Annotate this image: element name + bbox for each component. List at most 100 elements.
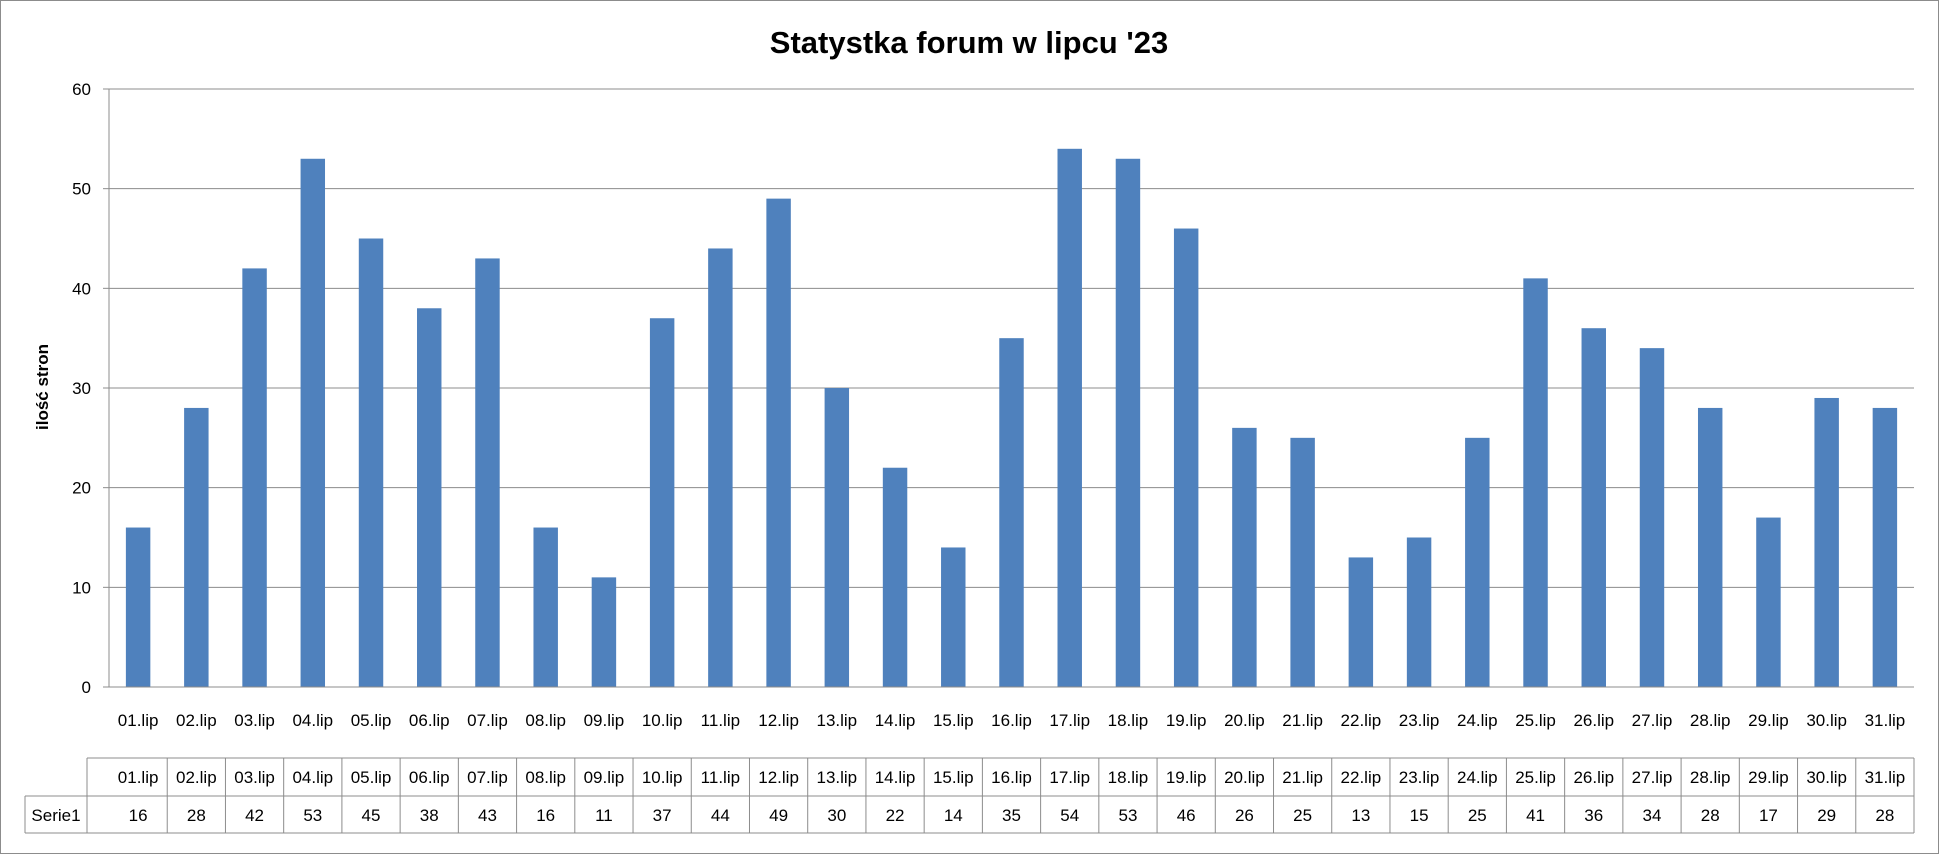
table-header-cell: 05.lip	[351, 768, 392, 787]
table-value-cell: 28	[187, 806, 206, 825]
x-category-label: 09.lip	[584, 711, 625, 730]
x-category-label: 19.lip	[1166, 711, 1207, 730]
x-category-label: 06.lip	[409, 711, 450, 730]
bar	[1290, 437, 1315, 687]
bar	[125, 527, 151, 687]
table-value-cell: 42	[245, 806, 264, 825]
bar	[649, 318, 675, 687]
x-category-label: 30.lip	[1806, 711, 1847, 730]
x-category-label: 29.lip	[1748, 711, 1789, 730]
x-category-label: 04.lip	[292, 711, 333, 730]
table-header-cell: 31.lip	[1865, 768, 1906, 787]
y-axis-label: ilość stron	[33, 344, 52, 430]
bar	[999, 338, 1024, 687]
table-value-cell: 16	[129, 806, 148, 825]
bar	[1523, 278, 1548, 687]
x-category-label: 26.lip	[1573, 711, 1614, 730]
bar	[1465, 437, 1490, 687]
table-header-cell: 30.lip	[1806, 768, 1847, 787]
table-header-cell: 24.lip	[1457, 768, 1498, 787]
x-category-label: 12.lip	[758, 711, 799, 730]
table-header-cell: 12.lip	[758, 768, 799, 787]
table-header-cell: 11.lip	[701, 768, 740, 787]
bar	[1348, 557, 1374, 687]
bar	[242, 268, 267, 687]
table-header-cell: 20.lip	[1224, 768, 1265, 787]
table-header-cell: 27.lip	[1632, 768, 1673, 787]
y-tick-label: 20	[72, 479, 91, 498]
x-category-label: 15.lip	[933, 711, 974, 730]
table-value-cell: 34	[1643, 806, 1662, 825]
bar	[1115, 158, 1141, 687]
bar	[941, 547, 966, 687]
x-category-label: 11.lip	[701, 711, 740, 730]
table-value-cell: 43	[478, 806, 497, 825]
table-value-cell: 16	[536, 806, 555, 825]
bar	[882, 467, 908, 687]
table-value-cell: 54	[1060, 806, 1079, 825]
table-value-cell: 17	[1759, 806, 1778, 825]
bar	[417, 308, 442, 687]
table-value-cell: 30	[827, 806, 846, 825]
table-value-cell: 45	[362, 806, 381, 825]
y-tick-label: 10	[72, 578, 91, 597]
x-category-label: 14.lip	[875, 711, 916, 730]
x-category-label: 03.lip	[234, 711, 275, 730]
x-category-label: 25.lip	[1515, 711, 1556, 730]
y-tick-label: 0	[82, 678, 91, 697]
table-header-cell: 26.lip	[1573, 768, 1614, 787]
x-category-label: 28.lip	[1690, 711, 1731, 730]
bar	[824, 388, 850, 687]
bar	[1173, 228, 1199, 688]
table-value-cell: 53	[303, 806, 322, 825]
x-category-label: 10.lip	[642, 711, 683, 730]
x-category-label: 08.lip	[525, 711, 566, 730]
x-category-label: 05.lip	[351, 711, 392, 730]
x-axis-categories: 01.lip 02.lip 03.lip 04.lip 05.lip 06.lip 07.l…	[118, 711, 1905, 730]
table-header-cell: 23.lip	[1399, 768, 1440, 787]
table-header-cell: 16.lip	[991, 768, 1032, 787]
bar	[475, 258, 500, 687]
bar	[1697, 407, 1723, 687]
table-value-cell: 26	[1235, 806, 1254, 825]
y-tick-label: 60	[72, 80, 91, 99]
y-axis-ticks: 0 10 20 30 40 50 60	[72, 80, 109, 697]
table-header-cell: 09.lip	[584, 768, 625, 787]
table-header-cell: 17.lip	[1049, 768, 1090, 787]
table-series-name: Serie1	[31, 806, 80, 825]
table-header-cell: 10.lip	[642, 768, 683, 787]
table-header-cell: 06.lip	[409, 768, 450, 787]
table-value-cell: 46	[1177, 806, 1196, 825]
table-header-cell: 02.lip	[176, 768, 217, 787]
table-header-cell: 29.lip	[1748, 768, 1789, 787]
bar	[184, 407, 209, 687]
table-header-cell: 04.lip	[292, 768, 333, 787]
x-category-label: 16.lip	[991, 711, 1032, 730]
x-category-label: 31.lip	[1865, 711, 1906, 730]
table-value-cell: 35	[1002, 806, 1021, 825]
y-tick-label: 30	[72, 379, 91, 398]
table-header-cell: 14.lip	[875, 768, 916, 787]
table-value-cell: 53	[1118, 806, 1137, 825]
x-category-label: 13.lip	[817, 711, 858, 730]
y-tick-label: 50	[72, 180, 91, 199]
table-header-cell: 18.lip	[1108, 768, 1149, 787]
x-category-label: 07.lip	[467, 711, 508, 730]
chart-title: Statystka forum w lipcu '23	[770, 25, 1168, 60]
axes	[108, 89, 1914, 688]
bar	[300, 158, 326, 687]
x-category-label: 20.lip	[1224, 711, 1265, 730]
bars	[125, 148, 1898, 688]
table-value-cell: 28	[1701, 806, 1720, 825]
bar	[1057, 148, 1082, 688]
bar	[1581, 328, 1606, 687]
x-category-label: 17.lip	[1049, 711, 1090, 730]
table-value-cell: 25	[1468, 806, 1487, 825]
table-value-cell: 29	[1817, 806, 1836, 825]
y-tick-label: 40	[72, 279, 91, 298]
table-value-cell: 14	[944, 806, 963, 825]
table-value-cell: 36	[1584, 806, 1603, 825]
x-category-label: 27.lip	[1632, 711, 1673, 730]
table-header-cell: 03.lip	[234, 768, 275, 787]
